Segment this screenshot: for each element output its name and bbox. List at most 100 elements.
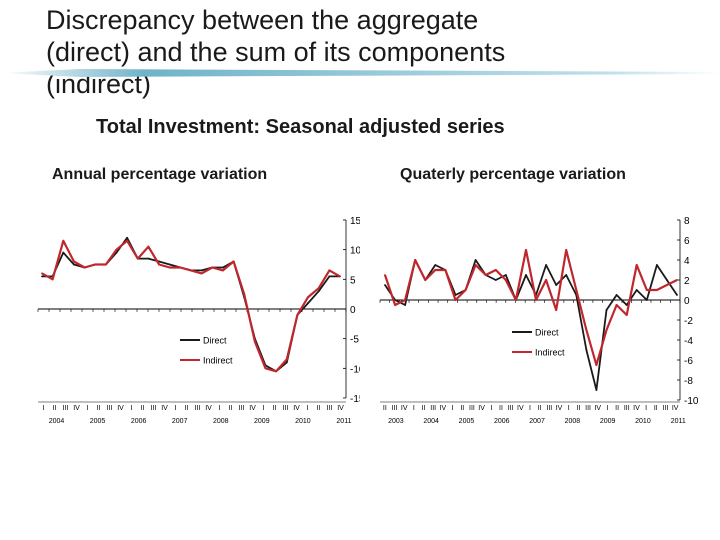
quarterly-direct-point [545, 264, 548, 266]
annual-indirect-point [200, 272, 203, 275]
annual-quarter-label: I [307, 405, 309, 412]
quarterly-quarter-label: III [663, 405, 669, 412]
quarterly-direct-point [555, 284, 558, 286]
annual-year-label: 2005 [90, 418, 106, 425]
quarterly-quarter-label: I [645, 405, 647, 412]
quarterly-indirect-point [424, 279, 427, 281]
annual-indirect-point [51, 278, 54, 281]
quarterly-indirect-point [565, 249, 568, 251]
annual-indirect-point [328, 269, 331, 272]
quarterly-quarter-label: III [392, 405, 398, 412]
quarterly-chart-title: Quaterly percentage variation [400, 166, 626, 183]
quarterly-legend-label-direct: Direct [535, 328, 559, 338]
quarterly-direct-point [434, 264, 437, 266]
quarterly-quarter-label: II [538, 405, 542, 412]
annual-indirect-point [104, 263, 107, 266]
quarterly-quarter-label: II [422, 405, 426, 412]
annual-indirect-point [253, 340, 256, 343]
annual-indirect-point [243, 293, 246, 296]
annual-direct-point [147, 257, 150, 260]
quarterly-y-tick-label: 2 [684, 276, 690, 287]
annual-quarter-label: II [229, 405, 233, 412]
annual-indirect-point [83, 266, 86, 269]
annual-quarter-label: I [43, 405, 45, 412]
annual-indirect-point [41, 272, 43, 275]
chart-subtitle: Total Investment: Seasonal adjusted seri… [96, 116, 505, 138]
quarterly-indirect-point [635, 264, 638, 266]
quarterly-indirect-point [514, 299, 517, 301]
annual-quarter-label: II [273, 405, 277, 412]
quarterly-direct-point [645, 299, 648, 301]
quarterly-quarter-label: III [508, 405, 514, 412]
annual-series-indirect [41, 239, 341, 373]
quarterly-quarter-label: II [615, 405, 619, 412]
annual-quarter-label: III [239, 405, 245, 412]
quarterly-indirect-point [605, 329, 608, 331]
quarterly-direct-point [666, 279, 668, 281]
quarterly-indirect-point [595, 364, 598, 366]
quarterly-direct-point [605, 309, 608, 311]
quarterly-quarter-label: II [460, 405, 464, 412]
annual-quarter-label: III [283, 405, 289, 412]
quarterly-direct-point [625, 304, 628, 306]
annual-year-label: 2010 [295, 418, 311, 425]
quarterly-indirect-point [494, 269, 497, 271]
quarterly-direct-point [585, 349, 588, 351]
title-line-2: (direct) and the sum of its components [46, 37, 506, 67]
quarterly-quarter-label: I [490, 405, 492, 412]
quarterly-direct-point [635, 289, 638, 291]
quarterly-indirect-point [444, 269, 447, 271]
annual-quarter-label: I [263, 405, 265, 412]
quarterly-indirect-point [545, 279, 548, 281]
annual-direct-point [285, 361, 288, 364]
annual-indirect-point [168, 266, 171, 269]
annual-quarter-label: III [63, 405, 69, 412]
annual-direct-point [126, 236, 129, 239]
annual-quarter-label: IV [293, 405, 300, 412]
quarterly-indirect-point [394, 304, 396, 306]
quarterly-year-label: 2004 [423, 418, 439, 425]
quarterly-indirect-point [484, 274, 487, 276]
annual-direct-point [307, 302, 309, 304]
annual-indirect-point [62, 239, 65, 242]
quarterly-indirect-point [434, 269, 437, 271]
quarterly-indirect-point [525, 249, 527, 251]
title-line-1: Discrepancy between the aggregate [46, 5, 479, 35]
annual-indirect-point [126, 239, 129, 242]
quarterly-indirect-point [555, 309, 558, 311]
annual-indirect-point [296, 314, 299, 316]
annual-indirect-point [232, 260, 235, 263]
quarterly-quarter-label: III [546, 405, 552, 412]
quarterly-direct-point [494, 279, 497, 281]
quarterly-y-tick-label: -6 [684, 356, 693, 367]
annual-year-label: 2006 [131, 418, 147, 425]
annual-quarter-label: III [195, 405, 201, 412]
quarterly-indirect-point [575, 289, 578, 291]
quarterly-indirect-point [414, 259, 417, 261]
annual-quarter-label: II [317, 405, 321, 412]
annual-direct-point [222, 266, 224, 269]
annual-y-tick-label: 15 [350, 216, 360, 227]
quarterly-indirect-point [655, 289, 658, 291]
annual-year-label: 2004 [49, 418, 65, 425]
annual-indirect-point [307, 296, 309, 299]
quarterly-year-label: 2011 [671, 418, 686, 425]
annual-quarter-label: IV [73, 405, 80, 412]
quarterly-y-tick-label: 4 [684, 256, 690, 267]
annual-y-tick-label: -5 [350, 335, 359, 346]
quarterly-quarter-label: I [529, 405, 531, 412]
quarterly-quarter-label: II [576, 405, 580, 412]
quarterly-year-label: 2009 [600, 418, 616, 425]
quarterly-year-label: 2005 [459, 418, 475, 425]
quarterly-indirect-point [454, 299, 457, 301]
quarterly-indirect-point [645, 289, 648, 291]
annual-indirect-point [339, 275, 341, 278]
quarterly-direct-point [384, 284, 386, 286]
quarterly-quarter-label: IV [440, 405, 447, 412]
annual-indirect-point [94, 263, 97, 266]
annual-indirect-point [190, 269, 192, 272]
annual-quarter-label: II [141, 405, 145, 412]
annual-legend-label-indirect: Indirect [203, 356, 233, 366]
annual-direct-point [41, 275, 43, 278]
